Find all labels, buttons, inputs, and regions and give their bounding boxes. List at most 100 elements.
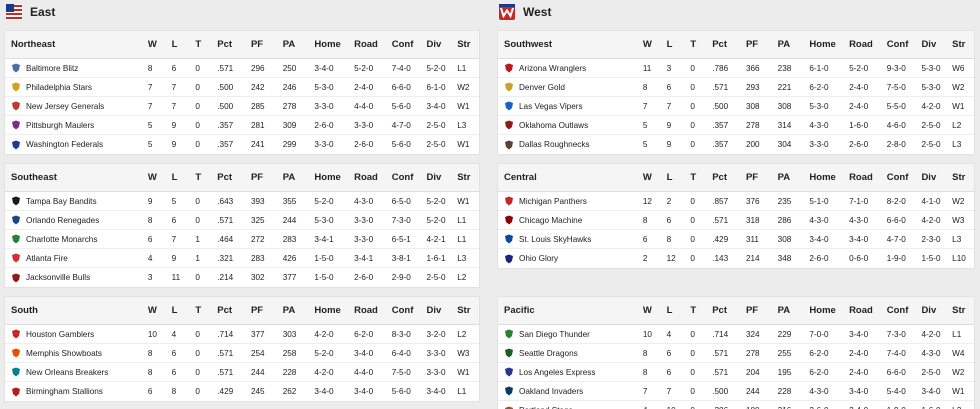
column-header-pa[interactable]: PA bbox=[282, 172, 296, 183]
column-header-road[interactable]: Road bbox=[354, 39, 378, 50]
column-header-pct[interactable]: Pct bbox=[217, 305, 233, 316]
team-cell[interactable]: Oklahoma Outlaws bbox=[498, 120, 643, 130]
column-header-conf[interactable]: Conf bbox=[886, 39, 909, 50]
team-name-link[interactable]: Oakland Invaders bbox=[519, 386, 584, 396]
column-header-t[interactable]: T bbox=[195, 172, 202, 183]
column-header-w[interactable]: W bbox=[147, 305, 157, 316]
column-header-pa[interactable]: PA bbox=[777, 305, 791, 316]
column-header-pf[interactable]: PF bbox=[250, 305, 264, 316]
team-name-link[interactable]: New Orleans Breakers bbox=[26, 367, 109, 377]
column-header-road[interactable]: Road bbox=[849, 305, 873, 316]
team-cell[interactable]: Denver Gold bbox=[498, 82, 643, 92]
team-cell[interactable]: Birmingham Stallions bbox=[5, 387, 148, 397]
column-header-pct[interactable]: Pct bbox=[217, 172, 233, 183]
team-name-link[interactable]: New Jersey Generals bbox=[26, 101, 105, 111]
column-header-l[interactable]: L bbox=[171, 172, 178, 183]
column-header-pct[interactable]: Pct bbox=[712, 39, 728, 50]
column-header-t[interactable]: T bbox=[690, 39, 697, 50]
team-cell[interactable]: New Jersey Generals bbox=[5, 101, 148, 111]
team-cell[interactable]: New Orleans Breakers bbox=[5, 367, 148, 377]
team-cell[interactable]: Tampa Bay Bandits bbox=[5, 196, 148, 206]
team-cell[interactable]: San Diego Thunder bbox=[498, 329, 643, 339]
team-cell[interactable]: Oakland Invaders bbox=[498, 386, 643, 396]
team-cell[interactable]: Washington Federals bbox=[5, 140, 148, 150]
team-name-link[interactable]: Pittsburgh Maulers bbox=[26, 120, 95, 130]
team-cell[interactable]: Las Vegas Vipers bbox=[498, 101, 643, 111]
team-cell[interactable]: Ohio Glory bbox=[498, 254, 643, 264]
column-header-pf[interactable]: PF bbox=[250, 172, 264, 183]
column-header-t[interactable]: T bbox=[195, 39, 202, 50]
column-header-home[interactable]: Home bbox=[809, 172, 836, 183]
column-header-div[interactable]: Div bbox=[426, 305, 442, 316]
team-cell[interactable]: Dallas Roughnecks bbox=[498, 140, 643, 150]
team-cell[interactable]: Atlanta Fire bbox=[5, 253, 148, 263]
team-name-link[interactable]: Ohio Glory bbox=[519, 254, 559, 263]
team-name-link[interactable]: Los Angeles Express bbox=[519, 367, 596, 377]
team-name-link[interactable]: Jacksonville Bulls bbox=[26, 273, 91, 282]
column-header-l[interactable]: L bbox=[171, 39, 178, 50]
team-cell[interactable]: Seattle Dragons bbox=[498, 348, 643, 358]
column-header-str[interactable]: Str bbox=[457, 305, 471, 316]
column-header-div[interactable]: Div bbox=[921, 172, 937, 183]
column-header-str[interactable]: Str bbox=[457, 172, 471, 183]
team-name-link[interactable]: Oklahoma Outlaws bbox=[519, 120, 589, 130]
team-cell[interactable]: Los Angeles Express bbox=[498, 367, 643, 377]
team-cell[interactable]: Pittsburgh Maulers bbox=[5, 120, 148, 130]
column-header-home[interactable]: Home bbox=[314, 39, 341, 50]
column-header-road[interactable]: Road bbox=[849, 172, 873, 183]
team-cell[interactable]: Michigan Panthers bbox=[498, 196, 643, 206]
column-header-conf[interactable]: Conf bbox=[391, 172, 414, 183]
team-name-link[interactable]: Washington Federals bbox=[26, 140, 104, 149]
column-header-div[interactable]: Div bbox=[921, 39, 937, 50]
column-header-pf[interactable]: PF bbox=[745, 305, 759, 316]
column-header-str[interactable]: Str bbox=[952, 172, 966, 183]
column-header-div[interactable]: Div bbox=[921, 305, 937, 316]
team-name-link[interactable]: Las Vegas Vipers bbox=[519, 101, 583, 111]
team-name-link[interactable]: Orlando Renegades bbox=[26, 215, 100, 225]
team-cell[interactable]: Baltimore Blitz bbox=[5, 63, 148, 73]
team-name-link[interactable]: Baltimore Blitz bbox=[26, 63, 79, 73]
team-cell[interactable]: Houston Gamblers bbox=[5, 329, 148, 339]
column-header-w[interactable]: W bbox=[147, 172, 157, 183]
team-cell[interactable]: Memphis Showboats bbox=[5, 348, 148, 358]
column-header-w[interactable]: W bbox=[642, 305, 652, 316]
team-name-link[interactable]: Houston Gamblers bbox=[26, 329, 95, 339]
column-header-conf[interactable]: Conf bbox=[391, 39, 414, 50]
team-name-link[interactable]: Chicago Machine bbox=[519, 215, 583, 225]
column-header-pct[interactable]: Pct bbox=[217, 39, 233, 50]
team-name-link[interactable]: Charlotte Monarchs bbox=[26, 234, 98, 244]
column-header-conf[interactable]: Conf bbox=[886, 305, 909, 316]
column-header-conf[interactable]: Conf bbox=[886, 172, 909, 183]
column-header-div[interactable]: Div bbox=[426, 172, 442, 183]
team-name-link[interactable]: Denver Gold bbox=[519, 82, 565, 92]
column-header-str[interactable]: Str bbox=[952, 305, 966, 316]
column-header-str[interactable]: Str bbox=[457, 39, 471, 50]
team-cell[interactable]: Arizona Wranglers bbox=[498, 63, 643, 73]
column-header-w[interactable]: W bbox=[642, 39, 652, 50]
column-header-road[interactable]: Road bbox=[354, 172, 378, 183]
team-name-link[interactable]: Atlanta Fire bbox=[26, 253, 68, 263]
column-header-pa[interactable]: PA bbox=[777, 39, 791, 50]
column-header-l[interactable]: L bbox=[666, 305, 673, 316]
column-header-home[interactable]: Home bbox=[809, 305, 836, 316]
column-header-home[interactable]: Home bbox=[314, 172, 341, 183]
team-name-link[interactable]: Memphis Showboats bbox=[26, 348, 102, 358]
column-header-w[interactable]: W bbox=[642, 172, 652, 183]
column-header-div[interactable]: Div bbox=[426, 39, 442, 50]
column-header-pct[interactable]: Pct bbox=[712, 305, 728, 316]
team-name-link[interactable]: Michigan Panthers bbox=[519, 196, 587, 206]
column-header-pa[interactable]: PA bbox=[282, 305, 296, 316]
column-header-home[interactable]: Home bbox=[314, 305, 341, 316]
column-header-home[interactable]: Home bbox=[809, 39, 836, 50]
team-name-link[interactable]: Tampa Bay Bandits bbox=[26, 196, 97, 206]
column-header-str[interactable]: Str bbox=[952, 39, 966, 50]
team-name-link[interactable]: Birmingham Stallions bbox=[26, 387, 103, 396]
team-cell[interactable]: Charlotte Monarchs bbox=[5, 234, 148, 244]
team-cell[interactable]: Chicago Machine bbox=[498, 215, 643, 225]
column-header-t[interactable]: T bbox=[690, 305, 697, 316]
team-name-link[interactable]: Seattle Dragons bbox=[519, 348, 578, 358]
team-cell[interactable]: Portland Stags bbox=[498, 406, 643, 409]
column-header-l[interactable]: L bbox=[666, 172, 673, 183]
column-header-road[interactable]: Road bbox=[849, 39, 873, 50]
column-header-pa[interactable]: PA bbox=[282, 39, 296, 50]
